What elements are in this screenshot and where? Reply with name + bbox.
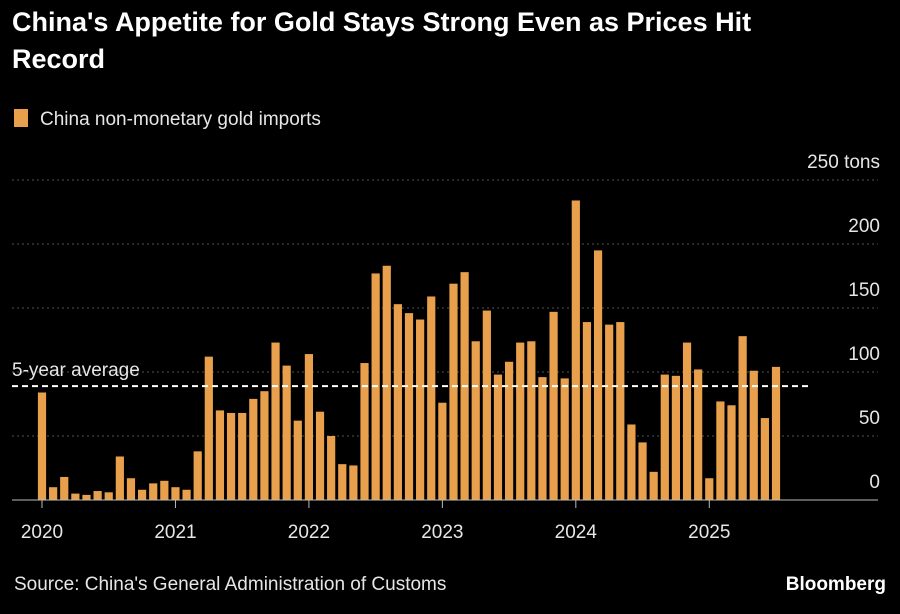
bar xyxy=(360,363,369,500)
bar xyxy=(327,436,336,500)
bar xyxy=(82,494,91,500)
bar xyxy=(338,464,347,500)
bar xyxy=(115,456,124,500)
bar xyxy=(226,412,236,500)
bar xyxy=(660,374,669,500)
bar xyxy=(193,451,202,500)
bar xyxy=(404,313,414,500)
title-box: China's Appetite for Gold Stays Strong E… xyxy=(12,7,752,74)
legend-swatch xyxy=(14,109,28,127)
chart-title: China's Appetite for Gold Stays Strong E… xyxy=(12,7,752,74)
bar xyxy=(538,377,547,500)
x-tick-label: 2025 xyxy=(688,522,730,543)
bar xyxy=(215,410,225,500)
bar xyxy=(249,398,258,500)
x-tick-label: 2023 xyxy=(421,522,463,543)
bar xyxy=(282,365,291,500)
x-tick-label: 2024 xyxy=(555,522,598,543)
y-tick-label: 150 xyxy=(848,280,880,301)
bar xyxy=(137,489,147,500)
bar xyxy=(627,424,636,500)
bar xyxy=(504,361,514,500)
bar xyxy=(182,489,191,500)
bar xyxy=(93,491,102,500)
bar xyxy=(471,341,480,500)
y-tick-label: 50 xyxy=(859,408,880,429)
bar xyxy=(705,478,714,500)
bar xyxy=(416,319,425,500)
bar xyxy=(571,200,580,501)
y-tick-label: 0 xyxy=(869,472,880,493)
bar xyxy=(393,304,402,500)
bar xyxy=(516,342,525,500)
x-tick-label: 2022 xyxy=(288,522,330,543)
bar xyxy=(638,442,647,500)
bar xyxy=(238,412,247,500)
x-tick-label: 2020 xyxy=(21,522,63,543)
bar xyxy=(304,354,314,500)
bar xyxy=(493,374,503,500)
bar xyxy=(271,342,280,500)
bar xyxy=(716,401,725,500)
bar xyxy=(649,471,658,500)
bar xyxy=(616,322,625,500)
bar xyxy=(771,366,781,500)
bar xyxy=(315,411,325,500)
bar xyxy=(605,324,614,500)
y-tick-label: 100 xyxy=(848,344,880,365)
bar xyxy=(49,487,58,500)
bar xyxy=(593,250,603,500)
bar xyxy=(738,336,747,500)
bar xyxy=(549,311,558,500)
bar xyxy=(37,392,47,500)
source: Source: China's General Administration o… xyxy=(14,574,446,595)
legend-label: China non-monetary gold imports xyxy=(40,109,321,130)
brand: Bloomberg xyxy=(786,574,886,595)
bar xyxy=(204,356,213,500)
bar xyxy=(449,283,458,500)
bar xyxy=(760,418,769,500)
bar xyxy=(560,378,569,500)
bar xyxy=(160,480,169,500)
bar xyxy=(527,341,536,500)
bar xyxy=(427,296,436,500)
bar xyxy=(582,322,592,500)
bar xyxy=(71,493,80,500)
bar xyxy=(671,375,681,500)
bar xyxy=(349,465,358,500)
bar xyxy=(694,369,703,500)
bar xyxy=(482,310,491,500)
bar xyxy=(149,483,158,500)
y-tick-label: 200 xyxy=(848,216,880,237)
x-tick-label: 2021 xyxy=(154,522,196,543)
bar xyxy=(682,342,692,500)
bar xyxy=(293,420,302,500)
bar xyxy=(260,391,269,500)
bar xyxy=(727,405,736,500)
bar xyxy=(382,265,391,500)
bar xyxy=(749,370,758,500)
bar xyxy=(126,478,136,500)
average-label: 5-year average xyxy=(12,360,140,381)
bar xyxy=(104,492,113,500)
bar xyxy=(438,402,447,500)
bar xyxy=(60,476,69,500)
y-tick-label: 250 tons xyxy=(807,152,880,173)
bar xyxy=(171,487,180,500)
